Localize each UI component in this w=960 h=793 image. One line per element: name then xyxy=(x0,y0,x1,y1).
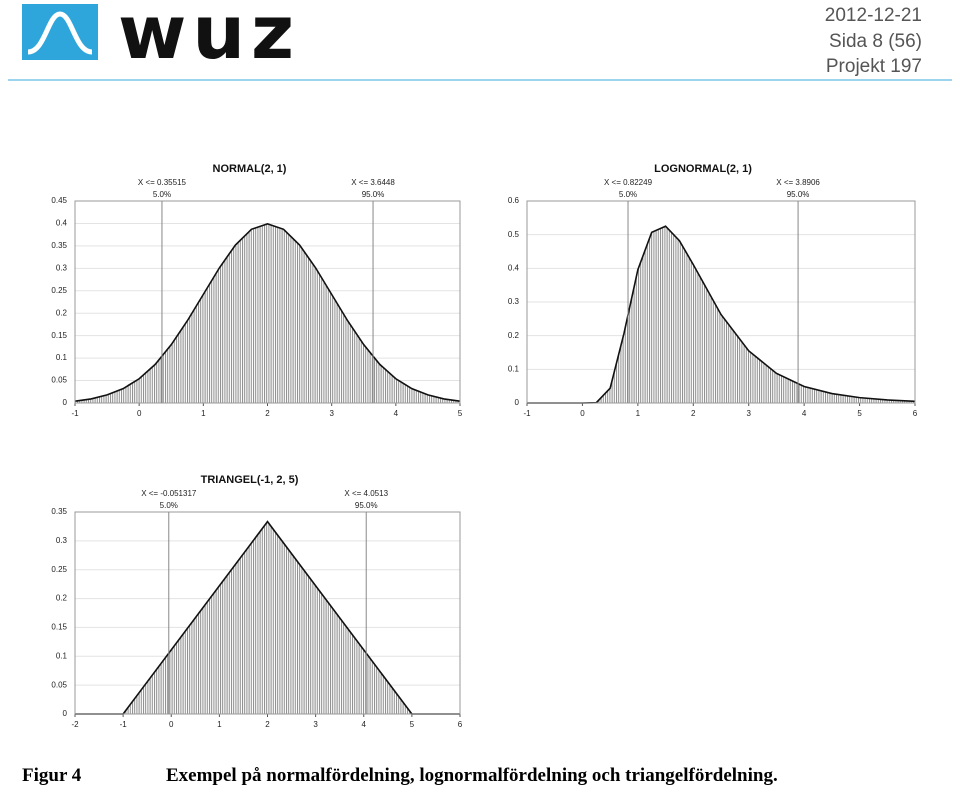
caption-text: Exempel på normalfördelning, lognormalfö… xyxy=(166,765,778,786)
chart-title: NORMAL(2, 1) xyxy=(213,163,287,175)
y-tick-label: 0.1 xyxy=(56,651,68,660)
percentile-percent: 95.0% xyxy=(355,501,378,510)
project: Projekt 197 xyxy=(826,56,922,77)
y-tick-label: 0.25 xyxy=(51,286,67,295)
y-tick-label: 0.15 xyxy=(51,331,67,340)
page-number: Sida 8 (56) xyxy=(829,31,922,52)
y-tick-label: 0.4 xyxy=(56,219,68,228)
density-fill xyxy=(75,223,460,403)
y-tick-label: 0 xyxy=(515,398,520,407)
percentile-percent: 5.0% xyxy=(153,190,171,199)
chart: 00.10.20.30.40.50.6-1 0 1 2 3 4 5 6LOGNORMAL(2,… xyxy=(508,163,918,418)
x-tick-label: -1 xyxy=(71,409,79,418)
percentile-percent: 5.0% xyxy=(160,501,178,510)
x-tick-label: 0 xyxy=(169,720,174,729)
plot-frame xyxy=(74,511,461,715)
density-curve xyxy=(74,223,461,402)
plot-frame xyxy=(74,200,461,404)
y-tick-label: 0 xyxy=(63,398,68,407)
chart-title: TRIANGEL(-1, 2, 5) xyxy=(201,474,299,486)
plot-frame xyxy=(526,200,916,404)
x-tick-label: 5 xyxy=(410,720,415,729)
x-tick-label: 0 xyxy=(137,409,142,418)
x-tick-label: 0 xyxy=(580,409,585,418)
y-tick-label: 0.35 xyxy=(51,241,67,250)
density-fill xyxy=(75,521,460,714)
y-tick-label: 0.4 xyxy=(508,263,520,272)
x-tick-label: 3 xyxy=(329,409,334,418)
y-tick-label: 0.3 xyxy=(508,297,520,306)
x-tick-label: -2 xyxy=(71,720,79,729)
y-tick-label: 0.2 xyxy=(508,331,520,340)
x-tick-label: 6 xyxy=(913,409,918,418)
chart-title: LOGNORMAL(2, 1) xyxy=(654,163,752,175)
x-tick-label: 1 xyxy=(636,409,641,418)
x-tick-label: 4 xyxy=(802,409,807,418)
percentile-label: X <= 4.0513 xyxy=(344,489,388,498)
y-tick-label: 0.1 xyxy=(508,364,520,373)
percentile-label: X <= 0.82249 xyxy=(604,178,653,187)
chart: 00.050.10.150.20.250.30.350.40.45-1 0 1 2 3 4… xyxy=(51,163,462,418)
percentile-label: X <= -0.051317 xyxy=(141,489,197,498)
y-tick-label: 0.25 xyxy=(51,565,67,574)
percentile-percent: 95.0% xyxy=(362,190,385,199)
percentile-percent: 5.0% xyxy=(619,190,637,199)
x-tick-label: 3 xyxy=(313,720,318,729)
percentile-label: X <= 3.6448 xyxy=(351,178,395,187)
y-tick-label: 0.45 xyxy=(51,196,67,205)
percentile-label: X <= 3.8906 xyxy=(776,178,820,187)
x-tick-label: 1 xyxy=(217,720,222,729)
x-tick-label: 6 xyxy=(458,720,463,729)
y-tick-label: 0.6 xyxy=(508,196,520,205)
percentile-label: X <= 0.35515 xyxy=(138,178,187,187)
logo: wuz xyxy=(22,0,300,76)
x-tick-label: 2 xyxy=(265,720,270,729)
logo-curve xyxy=(27,11,93,55)
y-tick-label: 0.05 xyxy=(51,680,67,689)
x-tick-label: 4 xyxy=(362,720,367,729)
x-tick-label: 5 xyxy=(857,409,862,418)
x-tick-label: 3 xyxy=(746,409,751,418)
x-tick-label: 1 xyxy=(201,409,206,418)
y-tick-label: 0.3 xyxy=(56,263,68,272)
x-tick-label: 4 xyxy=(394,409,399,418)
y-tick-label: 0.35 xyxy=(51,507,67,516)
x-tick-label: -1 xyxy=(120,720,128,729)
y-tick-label: 0.5 xyxy=(508,230,520,239)
logo-text: wuz xyxy=(118,0,300,76)
chart: 0 0.05 0.1 0.15 0.2 0.25 0.3 0.35 -2 -1 0 1 2 3 4 5 6 TRI… xyxy=(51,474,462,729)
x-tick-label: -1 xyxy=(523,409,531,418)
y-tick-label: 0 xyxy=(63,709,68,718)
y-tick-label: 0.2 xyxy=(56,308,68,317)
y-tick-label: 0.2 xyxy=(56,594,68,603)
x-tick-label: 2 xyxy=(691,409,696,418)
date: 2012-12-21 xyxy=(825,5,922,26)
percentile-percent: 95.0% xyxy=(787,190,810,199)
y-tick-label: 0.1 xyxy=(56,353,68,362)
x-tick-label: 5 xyxy=(458,409,463,418)
caption-label: Figur 4 xyxy=(22,765,82,786)
y-tick-label: 0.3 xyxy=(56,536,68,545)
y-tick-label: 0.15 xyxy=(51,623,67,632)
y-tick-label: 0.05 xyxy=(51,376,67,385)
density-curve xyxy=(527,225,916,404)
x-tick-label: 2 xyxy=(265,409,270,418)
